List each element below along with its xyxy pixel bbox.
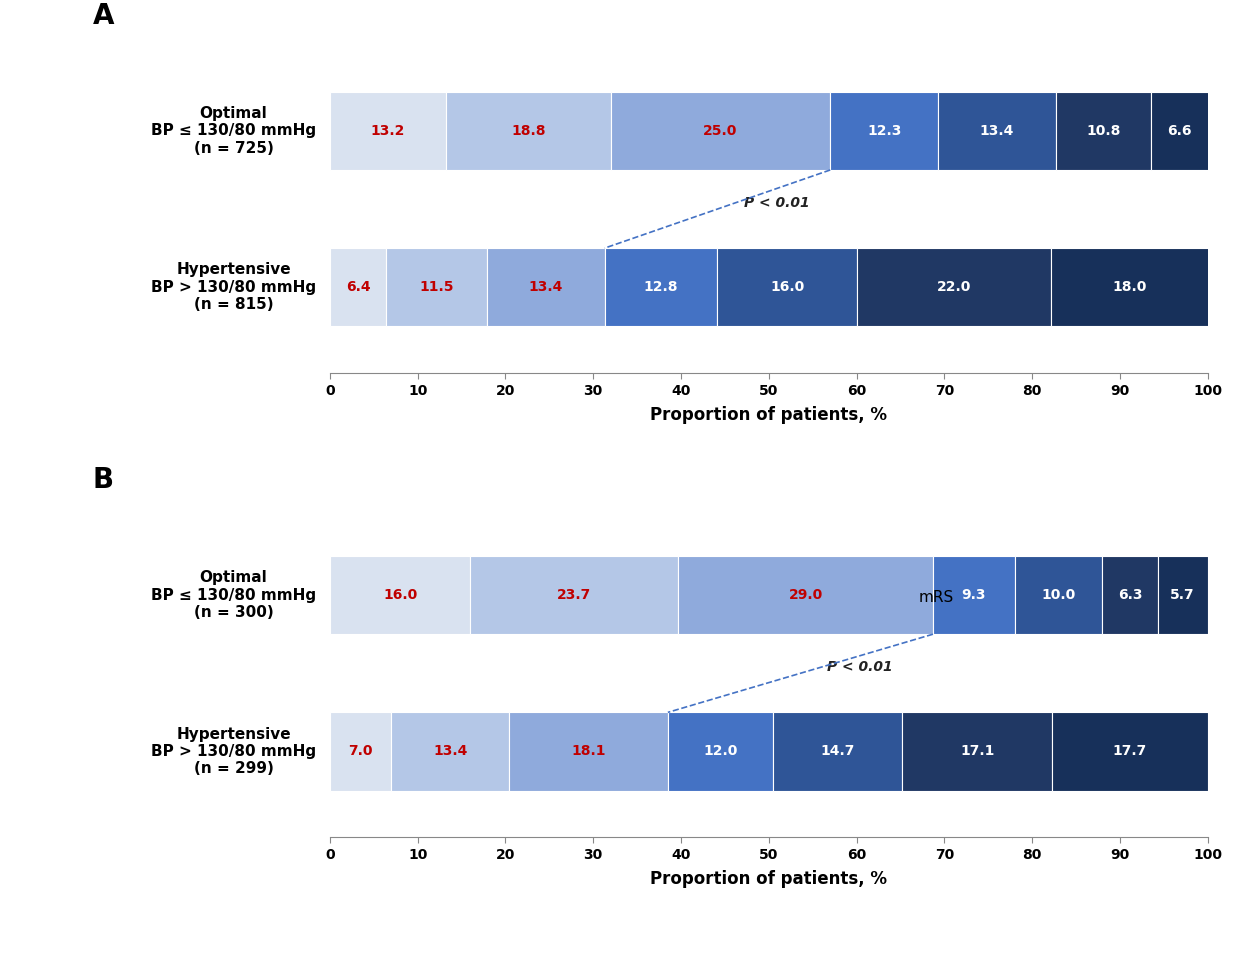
Bar	[471, 556, 679, 634]
Bar	[611, 92, 830, 170]
Text: 22.0: 22.0	[936, 280, 971, 294]
Text: 13.2: 13.2	[371, 124, 405, 138]
Bar	[509, 712, 667, 791]
Bar	[933, 556, 1015, 634]
X-axis label: Proportion of patients, %: Proportion of patients, %	[650, 871, 888, 888]
Bar	[330, 556, 471, 634]
Bar	[386, 248, 487, 326]
X-axis label: Proportion of patients, %: Proportion of patients, %	[650, 406, 888, 424]
Text: 12.3: 12.3	[867, 124, 901, 138]
Bar	[1150, 92, 1209, 170]
Bar	[487, 248, 605, 326]
Text: 13.4: 13.4	[433, 745, 467, 758]
Text: 10.0: 10.0	[1041, 589, 1076, 602]
Text: 12.8: 12.8	[644, 280, 679, 294]
Bar	[605, 248, 717, 326]
Bar	[330, 92, 446, 170]
Text: 16.0: 16.0	[771, 280, 804, 294]
Bar	[391, 712, 509, 791]
Text: 14.7: 14.7	[820, 745, 855, 758]
Bar	[330, 248, 386, 326]
Text: 6.4: 6.4	[346, 280, 370, 294]
Bar	[1051, 248, 1209, 326]
Bar	[446, 92, 611, 170]
Bar	[1056, 92, 1150, 170]
Text: 5.7: 5.7	[1170, 589, 1195, 602]
Text: P < 0.01: P < 0.01	[743, 196, 809, 210]
Text: 23.7: 23.7	[558, 589, 591, 602]
Text: 18.8: 18.8	[510, 124, 545, 138]
Bar	[939, 92, 1056, 170]
Text: 7.0: 7.0	[349, 745, 374, 758]
Bar	[667, 712, 773, 791]
Text: 17.1: 17.1	[960, 745, 995, 758]
Bar	[1015, 556, 1102, 634]
Text: 6.6: 6.6	[1168, 124, 1191, 138]
Bar	[903, 712, 1052, 791]
Text: 13.4: 13.4	[529, 280, 563, 294]
Text: 12.0: 12.0	[703, 745, 738, 758]
Text: 29.0: 29.0	[788, 589, 823, 602]
Bar	[830, 92, 939, 170]
Text: B: B	[93, 466, 115, 494]
Text: 9.3: 9.3	[961, 589, 986, 602]
Bar	[717, 248, 858, 326]
Legend: 0, 1, 2, 3, 4, 5, 6: 0, 1, 2, 3, 4, 5, 6	[625, 583, 913, 613]
Bar	[773, 712, 903, 791]
Text: 6.3: 6.3	[1118, 589, 1142, 602]
Bar	[1102, 556, 1158, 634]
Text: 16.0: 16.0	[383, 589, 417, 602]
Bar	[1052, 712, 1208, 791]
Text: 10.8: 10.8	[1086, 124, 1121, 138]
Text: P < 0.01: P < 0.01	[827, 660, 893, 674]
Bar	[330, 712, 391, 791]
Text: 25.0: 25.0	[703, 124, 738, 138]
Bar	[1158, 556, 1208, 634]
Bar	[679, 556, 933, 634]
Text: mRS: mRS	[919, 590, 954, 605]
Text: 18.0: 18.0	[1112, 280, 1147, 294]
Text: 18.1: 18.1	[571, 745, 605, 758]
Text: 11.5: 11.5	[420, 280, 454, 294]
Text: 17.7: 17.7	[1113, 745, 1147, 758]
Text: A: A	[93, 2, 115, 30]
Text: 13.4: 13.4	[980, 124, 1015, 138]
Bar	[858, 248, 1051, 326]
